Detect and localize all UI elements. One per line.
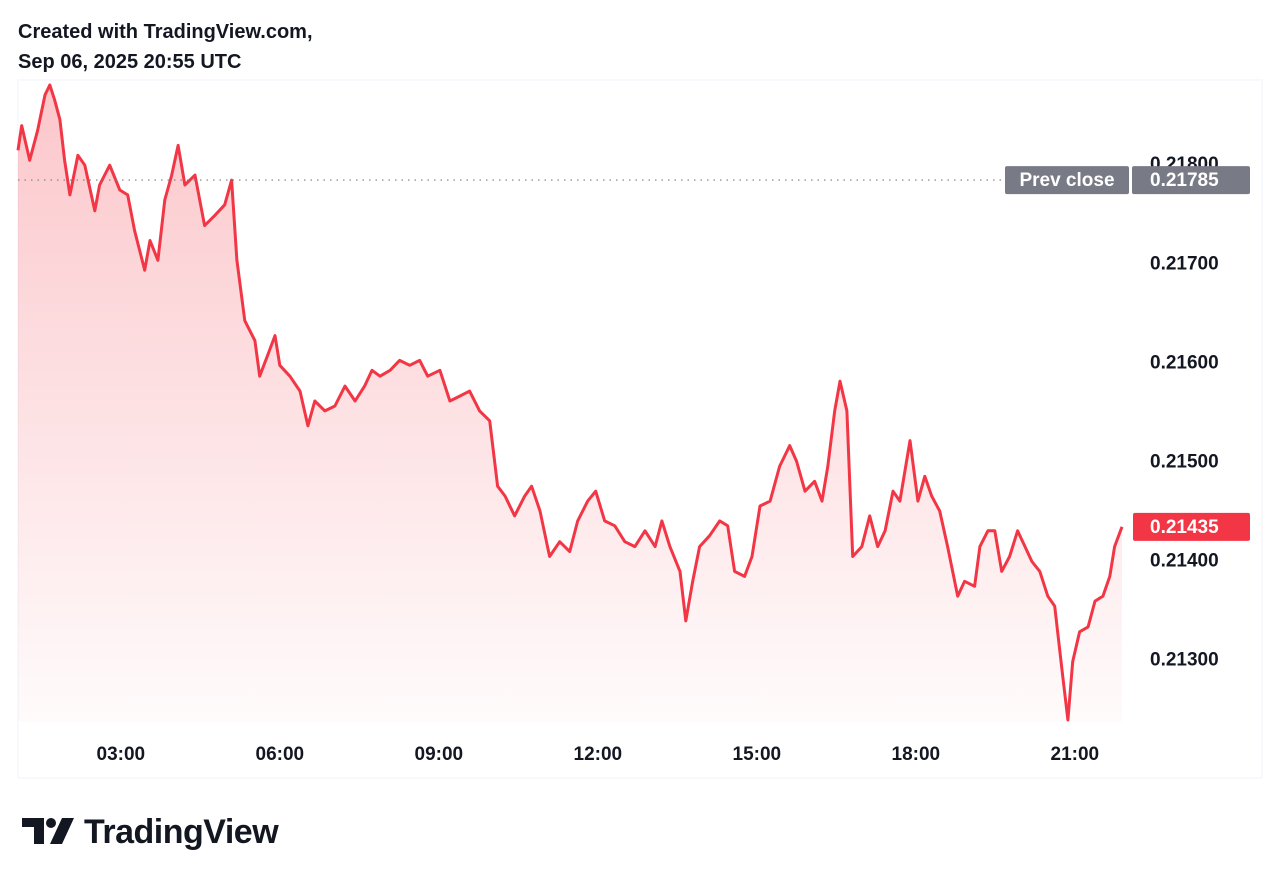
y-tick-label: 0.21600: [1150, 352, 1219, 373]
prev-close-badge: [1005, 166, 1129, 195]
prev-close-label: Prev close: [1019, 170, 1114, 191]
y-tick-label: 0.21500: [1150, 451, 1219, 472]
header-line: Sep 06, 2025 20:55 UTC: [18, 51, 241, 73]
y-tick-label: 0.21300: [1150, 650, 1219, 671]
prev-close-value-badge: [1132, 166, 1250, 195]
area-fill: [18, 85, 1122, 722]
x-tick-label: 09:00: [415, 744, 464, 765]
brand-name: TradingView: [84, 813, 279, 851]
x-tick-label: 06:00: [256, 744, 305, 765]
y-tick-label: 0.21700: [1150, 253, 1219, 274]
header-line: Created with TradingView.com,: [18, 21, 313, 43]
brand-logo: TradingView: [22, 813, 280, 851]
x-tick-label: 15:00: [733, 744, 782, 765]
x-tick-label: 21:00: [1051, 744, 1100, 765]
last-price-label: 0.21435: [1150, 517, 1219, 538]
last-price-badge: [1133, 512, 1250, 541]
y-tick-label: 0.21400: [1150, 551, 1219, 572]
prev-close-value: 0.21785: [1150, 170, 1219, 191]
price-line: [16, 83, 1124, 722]
plot: 0.213000.214000.215000.216000.217000.218…: [16, 83, 1250, 765]
x-tick-label: 18:00: [892, 744, 941, 765]
x-tick-label: 12:00: [574, 744, 623, 765]
x-tick-label: 03:00: [97, 744, 146, 765]
